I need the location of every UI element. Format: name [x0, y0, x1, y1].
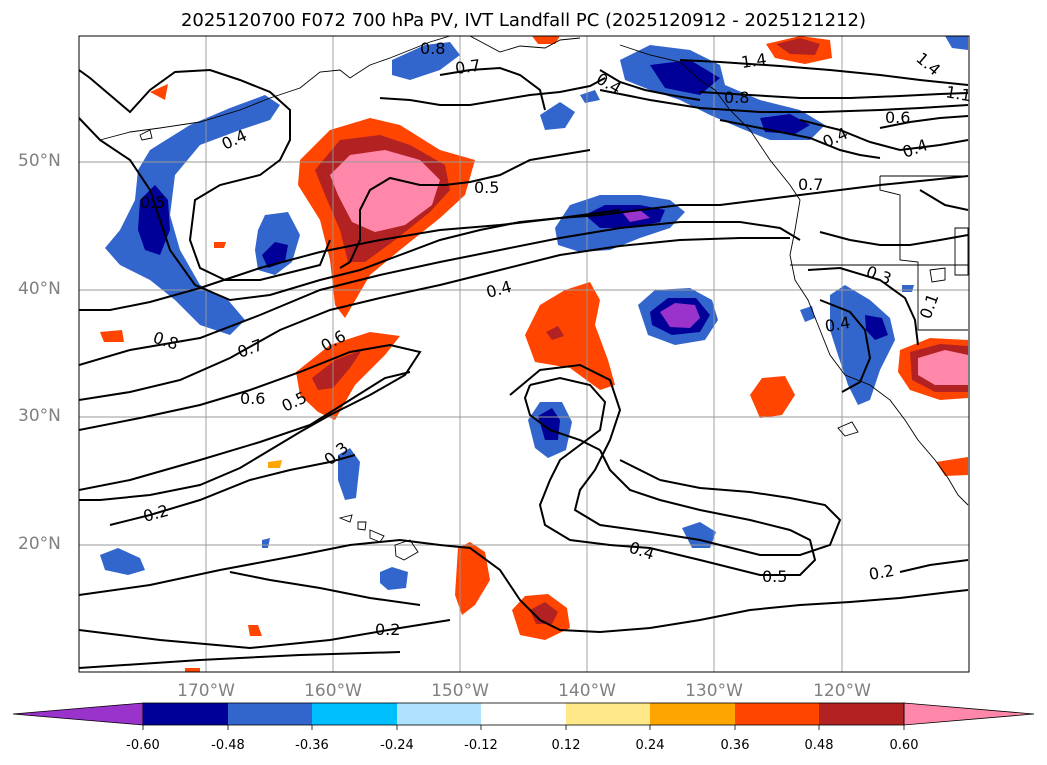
colorbar-segment	[735, 703, 819, 725]
colorbar-tick-label: -0.12	[464, 738, 498, 753]
contour-label: 0.8	[724, 88, 749, 107]
colorbar-segment	[228, 703, 312, 725]
lat-label-20n: 20°N	[18, 534, 61, 554]
lon-label-140w: 140°W	[558, 681, 616, 701]
colorbar-segment	[566, 703, 650, 725]
colorbar-segment	[397, 703, 481, 725]
colorbar-tick-label: 0.24	[636, 738, 665, 753]
colorbar-segment	[650, 703, 735, 725]
contour-label: 0.8	[420, 39, 445, 58]
colorbar	[13, 703, 1034, 730]
colorbar-segment	[481, 703, 566, 725]
colorbar-tick-label: -0.48	[211, 738, 245, 753]
contour-label: 0.6	[240, 389, 265, 408]
contour-label: 0.7	[454, 56, 482, 78]
colorbar-tick-label: -0.36	[295, 738, 329, 753]
colorbar-segment	[312, 703, 397, 725]
contour-label: 0.2	[375, 620, 400, 639]
lon-label-150w: 150°W	[431, 681, 489, 701]
contour-label: 0.5	[762, 567, 787, 586]
colorbar-extend-high	[904, 703, 1034, 725]
lon-label-170w: 170°W	[177, 681, 235, 701]
contour-label: 0.6	[885, 108, 910, 127]
contour-label: 0.5	[474, 178, 499, 197]
lat-label-30n: 30°N	[18, 406, 61, 426]
contour-label: 0.5	[140, 193, 165, 212]
colorbar-tick-label: 0.48	[805, 738, 834, 753]
lon-label-120w: 120°W	[813, 681, 871, 701]
colorbar-tick-label: 0.60	[890, 738, 919, 753]
lon-label-130w: 130°W	[685, 681, 743, 701]
colorbar-segment	[819, 703, 904, 725]
contour-label: 1.4	[740, 50, 768, 72]
colorbar-tick-label: -0.60	[126, 738, 160, 753]
colorbar-extend-low	[13, 703, 143, 725]
colorbar-tick-label: -0.24	[380, 738, 414, 753]
colorbar-tick-label: 0.36	[721, 738, 750, 753]
colorbar-tick-label: 0.12	[552, 738, 581, 753]
contour-label: 0.7	[798, 175, 823, 194]
lat-label-40n: 40°N	[18, 279, 61, 299]
lon-label-160w: 160°W	[304, 681, 362, 701]
colorbar-segment	[143, 703, 228, 725]
lat-label-50n: 50°N	[18, 151, 61, 171]
